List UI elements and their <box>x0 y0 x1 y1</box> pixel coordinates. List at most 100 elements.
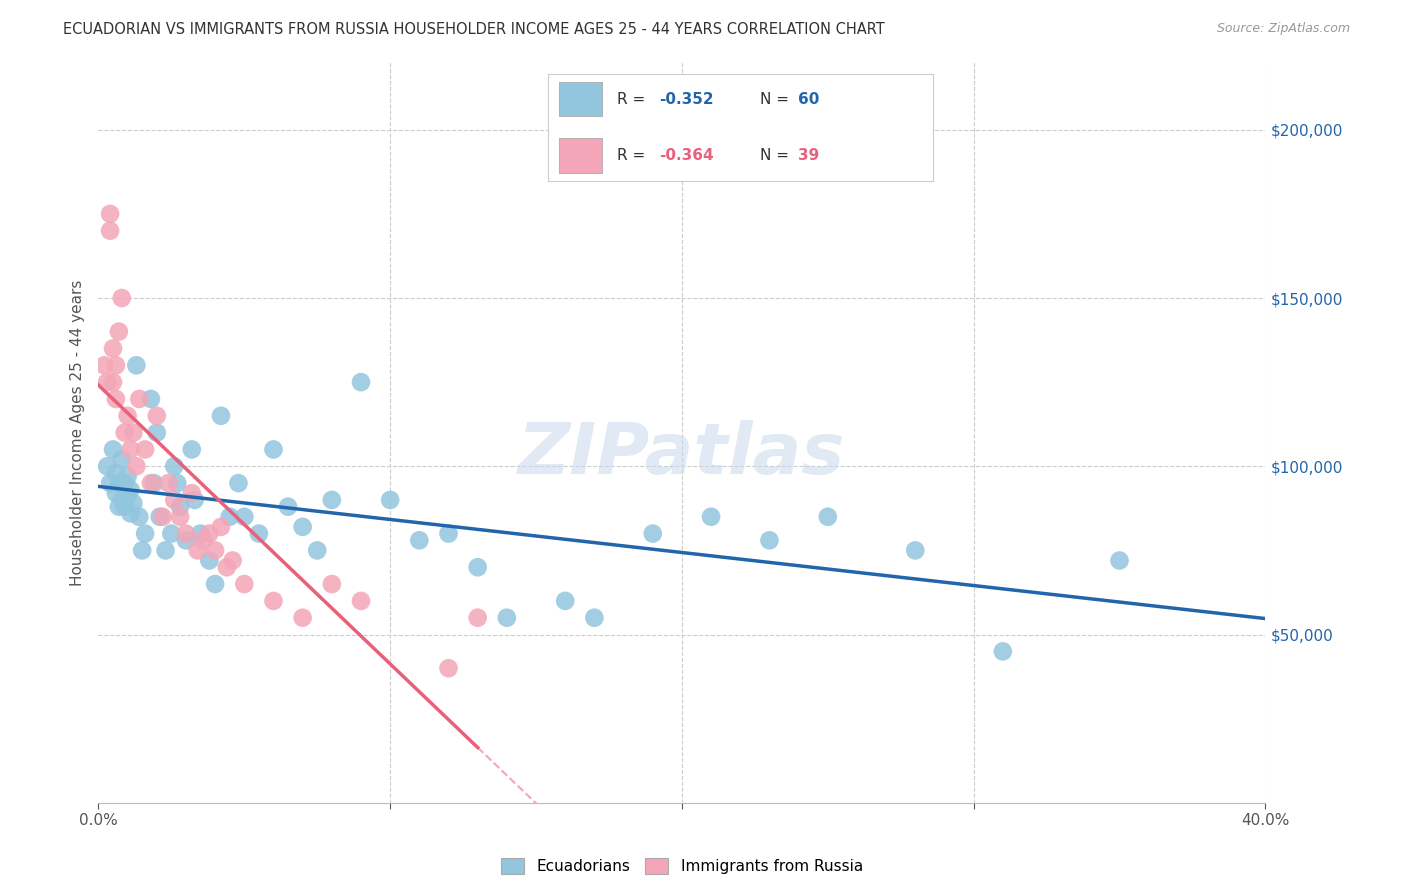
Point <box>96 459 118 474</box>
Point <box>108 476 131 491</box>
Point <box>174 533 197 548</box>
Point <box>104 466 127 480</box>
Point <box>262 442 284 457</box>
Point <box>101 342 124 356</box>
Point <box>125 359 148 373</box>
Point <box>307 543 329 558</box>
Point <box>111 492 134 507</box>
Point <box>108 500 131 514</box>
Point <box>198 526 221 541</box>
Point <box>117 409 139 423</box>
Point <box>350 375 373 389</box>
Point <box>228 476 250 491</box>
Point <box>190 526 212 541</box>
Point <box>183 492 205 507</box>
Point <box>1108 553 1130 567</box>
Point <box>641 526 664 541</box>
Point <box>152 509 174 524</box>
Point <box>991 644 1014 658</box>
Point <box>122 496 145 510</box>
Point <box>180 442 202 457</box>
Point <box>114 500 136 514</box>
Point <box>233 577 256 591</box>
Point <box>139 476 162 491</box>
Point <box>166 476 188 491</box>
Point <box>98 224 121 238</box>
Point <box>215 560 238 574</box>
Point <box>117 490 139 504</box>
Point <box>209 409 232 423</box>
Point <box>187 543 209 558</box>
Point <box>218 509 240 524</box>
Point <box>128 509 150 524</box>
Point <box>104 392 127 406</box>
Point <box>114 425 136 440</box>
Point <box>139 392 162 406</box>
Point <box>163 459 186 474</box>
Point <box>209 520 232 534</box>
Point <box>496 610 519 624</box>
Point <box>128 392 150 406</box>
Point <box>437 526 460 541</box>
Point <box>131 543 153 558</box>
Point <box>149 509 172 524</box>
Point <box>277 500 299 514</box>
Point <box>291 610 314 624</box>
Point <box>93 359 115 373</box>
Point <box>134 442 156 457</box>
Point <box>101 442 124 457</box>
Point <box>101 375 124 389</box>
Point <box>125 459 148 474</box>
Point <box>408 533 430 548</box>
Point <box>198 553 221 567</box>
Point <box>98 476 121 491</box>
Point <box>157 476 180 491</box>
Point <box>467 610 489 624</box>
Point <box>174 526 197 541</box>
Point <box>193 533 215 548</box>
Point <box>180 486 202 500</box>
Point <box>700 509 723 524</box>
Point <box>321 492 343 507</box>
Text: ECUADORIAN VS IMMIGRANTS FROM RUSSIA HOUSEHOLDER INCOME AGES 25 - 44 YEARS CORRE: ECUADORIAN VS IMMIGRANTS FROM RUSSIA HOU… <box>63 22 884 37</box>
Point <box>554 594 576 608</box>
Point <box>380 492 402 507</box>
Point <box>155 543 177 558</box>
Point <box>120 483 142 497</box>
Point <box>142 476 165 491</box>
Point <box>114 476 136 491</box>
Text: Source: ZipAtlas.com: Source: ZipAtlas.com <box>1216 22 1350 36</box>
Point <box>583 610 606 624</box>
Point <box>291 520 314 534</box>
Point <box>904 543 927 558</box>
Point <box>817 509 839 524</box>
Point <box>233 509 256 524</box>
Point <box>160 526 183 541</box>
Point <box>467 560 489 574</box>
Point <box>108 325 131 339</box>
Point <box>146 425 169 440</box>
Point <box>163 492 186 507</box>
Point <box>350 594 373 608</box>
Point <box>98 207 121 221</box>
Point <box>120 507 142 521</box>
Legend: Ecuadorians, Immigrants from Russia: Ecuadorians, Immigrants from Russia <box>495 852 869 880</box>
Point <box>120 442 142 457</box>
Point <box>111 291 134 305</box>
Point <box>262 594 284 608</box>
Point <box>247 526 270 541</box>
Point <box>204 577 226 591</box>
Point <box>104 486 127 500</box>
Point <box>758 533 780 548</box>
Point <box>169 500 191 514</box>
Point <box>437 661 460 675</box>
Point <box>117 469 139 483</box>
Text: ZIPatlas: ZIPatlas <box>519 420 845 490</box>
Point <box>204 543 226 558</box>
Point <box>111 452 134 467</box>
Point <box>221 553 243 567</box>
Point <box>146 409 169 423</box>
Y-axis label: Householder Income Ages 25 - 44 years: Householder Income Ages 25 - 44 years <box>69 279 84 586</box>
Point <box>104 359 127 373</box>
Point <box>96 375 118 389</box>
